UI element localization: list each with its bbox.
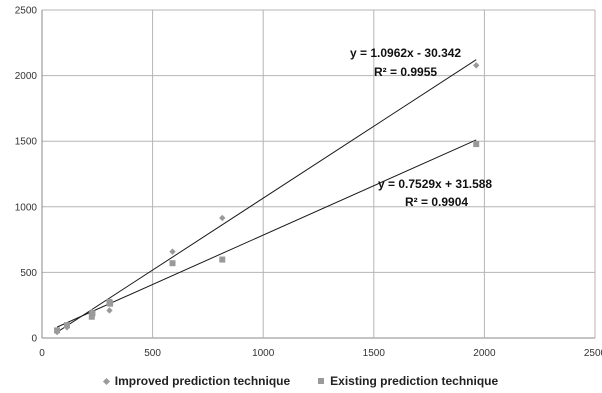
point-existing [219,256,226,263]
x-tick-label: 2500 [584,348,602,359]
point-improved [106,307,113,314]
x-axis-ticks: 0 500 1000 1500 2000 2500 [39,348,602,359]
scatter-chart: 0 500 1000 1500 2000 2500 0 500 1000 1500 2000 250… [15,6,602,360]
point-existing [88,313,95,320]
x-tick-label: 1500 [363,348,386,359]
legend-label-existing: Existing prediction technique [330,374,499,388]
y-tick-label: 0 [31,334,37,345]
legend: Improved prediction technique Existing p… [0,372,602,390]
improved-equation-label: y = 1.0962x - 30.342 [350,46,461,60]
legend-label-improved: Improved prediction technique [114,374,291,388]
point-improved [473,62,480,69]
y-tick-label: 1500 [15,137,38,148]
point-existing [54,327,61,334]
square-marker-icon [318,378,325,384]
legend-item-improved: Improved prediction technique [102,374,291,388]
trendlines [56,59,477,333]
y-tick-label: 2000 [15,71,38,82]
diamond-marker-icon [102,377,110,385]
improved-r2-label: R² = 0.9955 [374,65,437,79]
trendline-equations: y = 1.0962x - 30.342 R² = 0.9955 y = 0.7… [350,46,492,209]
point-existing [107,300,114,307]
existing-r2-label: R² = 0.9904 [405,195,468,209]
y-axis-ticks: 0 500 1000 1500 2000 2500 [15,6,38,345]
data-points [53,62,480,336]
point-improved [219,214,226,222]
y-tick-label: 2500 [15,6,38,17]
existing-equation-label: y = 0.7529x + 31.588 [378,177,492,191]
x-tick-label: 1000 [252,348,275,359]
point-existing [169,260,176,267]
point-existing [473,141,480,148]
x-tick-label: 0 [39,348,45,359]
grid [41,9,596,339]
point-improved [169,248,176,255]
y-tick-label: 1000 [15,202,38,213]
legend-item-existing: Existing prediction technique [318,374,498,388]
point-existing [89,310,96,317]
trendline-improved [56,59,477,333]
y-tick-label: 500 [20,268,37,279]
x-tick-label: 2000 [473,348,496,359]
point-existing [63,322,70,329]
x-tick-label: 500 [144,348,161,359]
trendline-existing [56,139,477,328]
